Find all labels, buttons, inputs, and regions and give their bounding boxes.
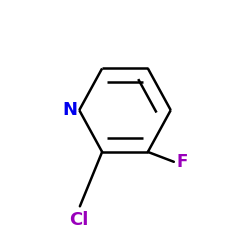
Text: Cl: Cl [69, 211, 88, 229]
Text: F: F [177, 153, 188, 171]
Text: N: N [62, 101, 77, 119]
